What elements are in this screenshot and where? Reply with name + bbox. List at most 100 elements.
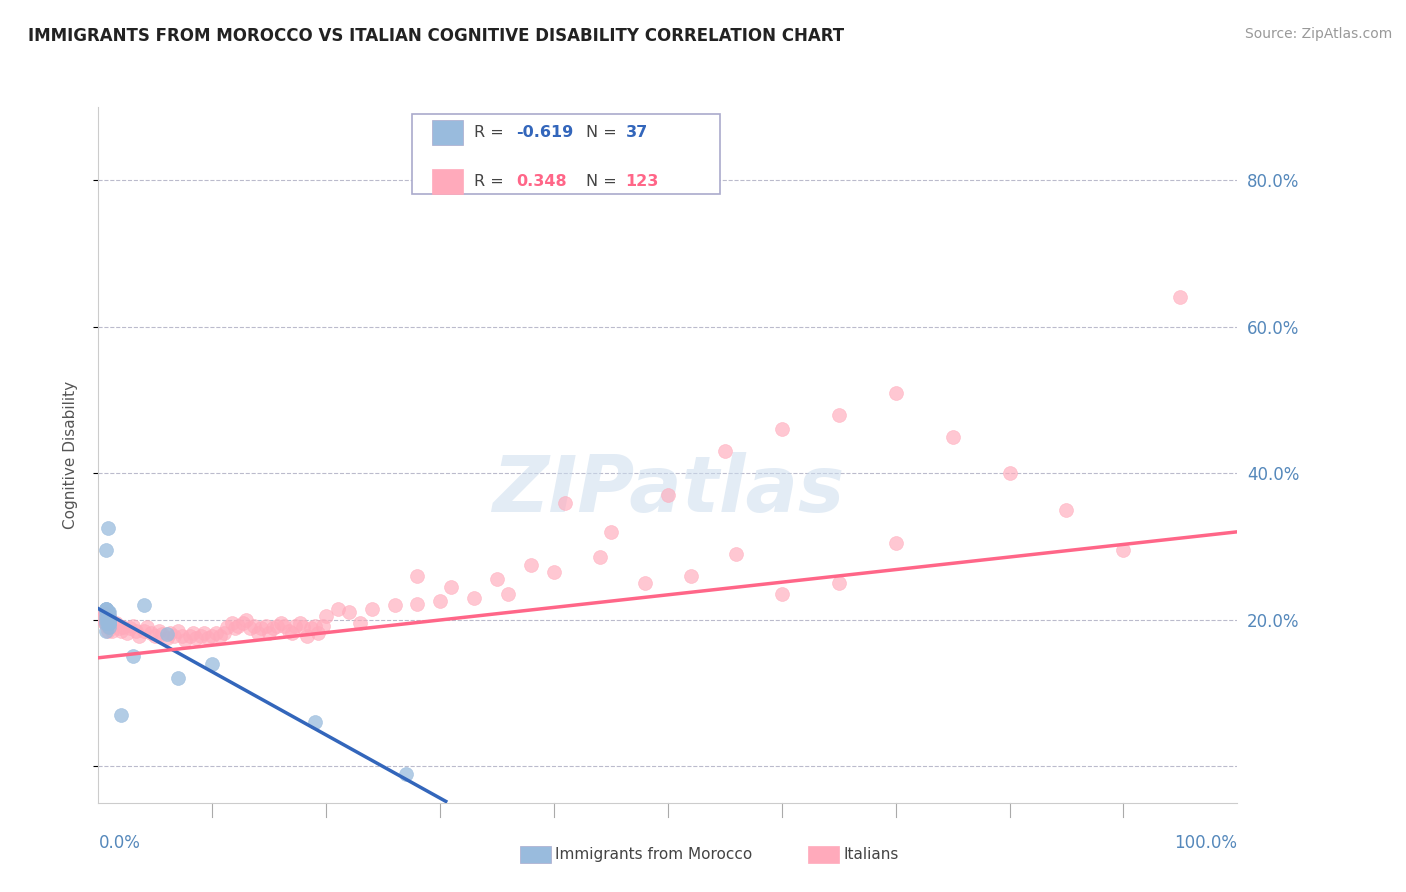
- Point: [96, 613, 118, 627]
- Point: [520, 558, 543, 572]
- Point: [406, 568, 429, 582]
- Point: [277, 624, 299, 638]
- Point: [96, 616, 118, 631]
- Point: [167, 671, 190, 685]
- Point: [96, 609, 118, 624]
- Text: 0.0%: 0.0%: [98, 834, 141, 852]
- Point: [120, 622, 142, 636]
- Point: [96, 609, 118, 624]
- Point: [97, 614, 120, 628]
- Point: [384, 598, 406, 612]
- Text: R =: R =: [474, 125, 503, 139]
- Point: [395, 766, 418, 780]
- Point: [96, 606, 118, 620]
- Point: [125, 624, 148, 638]
- Point: [96, 613, 118, 627]
- Point: [96, 613, 118, 627]
- Point: [1170, 290, 1192, 304]
- Point: [97, 614, 120, 628]
- Point: [96, 616, 118, 631]
- Point: [96, 609, 118, 624]
- Text: 37: 37: [626, 125, 648, 139]
- Point: [121, 649, 143, 664]
- Point: [463, 591, 485, 605]
- Point: [94, 609, 117, 624]
- Point: [295, 629, 318, 643]
- Text: ZIPatlas: ZIPatlas: [492, 451, 844, 528]
- Point: [96, 609, 118, 624]
- Point: [998, 467, 1021, 481]
- Point: [97, 616, 120, 631]
- Point: [121, 618, 143, 632]
- Point: [97, 616, 120, 631]
- Point: [884, 385, 907, 400]
- Point: [634, 576, 657, 591]
- Point: [97, 620, 120, 634]
- Point: [96, 614, 118, 628]
- Point: [600, 524, 623, 539]
- Point: [167, 624, 190, 638]
- Point: [543, 565, 565, 579]
- Point: [725, 547, 748, 561]
- Point: [657, 488, 679, 502]
- Point: [128, 629, 150, 643]
- Point: [97, 609, 120, 624]
- Point: [193, 626, 215, 640]
- Point: [96, 521, 118, 535]
- Point: [96, 611, 118, 625]
- Text: R =: R =: [474, 174, 503, 188]
- Point: [498, 587, 520, 601]
- Point: [97, 611, 120, 625]
- Point: [299, 622, 322, 636]
- Point: [156, 627, 179, 641]
- Point: [1112, 543, 1135, 558]
- Point: [96, 613, 118, 627]
- Point: [315, 609, 337, 624]
- Point: [112, 620, 135, 634]
- Point: [96, 616, 118, 631]
- Point: [150, 627, 173, 641]
- Point: [97, 613, 120, 627]
- Point: [190, 629, 212, 643]
- Point: [770, 422, 793, 436]
- Point: [139, 626, 162, 640]
- Point: [96, 604, 118, 618]
- Point: [115, 626, 138, 640]
- Text: -0.619: -0.619: [516, 125, 574, 139]
- Point: [197, 631, 219, 645]
- Point: [96, 624, 118, 638]
- Point: [304, 618, 326, 632]
- Point: [94, 616, 117, 631]
- Text: N =: N =: [586, 125, 617, 139]
- Point: [232, 616, 254, 631]
- Point: [98, 618, 121, 632]
- Point: [186, 631, 208, 645]
- Point: [204, 626, 226, 640]
- Point: [162, 629, 184, 643]
- Point: [181, 626, 204, 640]
- Text: IMMIGRANTS FROM MOROCCO VS ITALIAN COGNITIVE DISABILITY CORRELATION CHART: IMMIGRANTS FROM MOROCCO VS ITALIAN COGNI…: [28, 27, 844, 45]
- Point: [97, 606, 120, 620]
- Point: [96, 620, 118, 634]
- Point: [406, 597, 429, 611]
- Point: [201, 629, 224, 643]
- Point: [262, 622, 284, 636]
- Point: [96, 606, 118, 620]
- Point: [96, 613, 118, 627]
- Point: [97, 614, 120, 628]
- Point: [270, 616, 292, 631]
- Point: [714, 444, 737, 458]
- Point: [96, 616, 118, 631]
- Point: [259, 626, 281, 640]
- Text: Immigrants from Morocco: Immigrants from Morocco: [555, 847, 752, 862]
- Point: [254, 618, 277, 632]
- Point: [96, 601, 118, 615]
- Point: [221, 616, 243, 631]
- Point: [145, 629, 167, 643]
- Text: 0.348: 0.348: [516, 174, 567, 188]
- Point: [884, 536, 907, 550]
- Point: [1054, 503, 1078, 517]
- Point: [96, 613, 118, 627]
- Point: [132, 598, 155, 612]
- Point: [429, 594, 451, 608]
